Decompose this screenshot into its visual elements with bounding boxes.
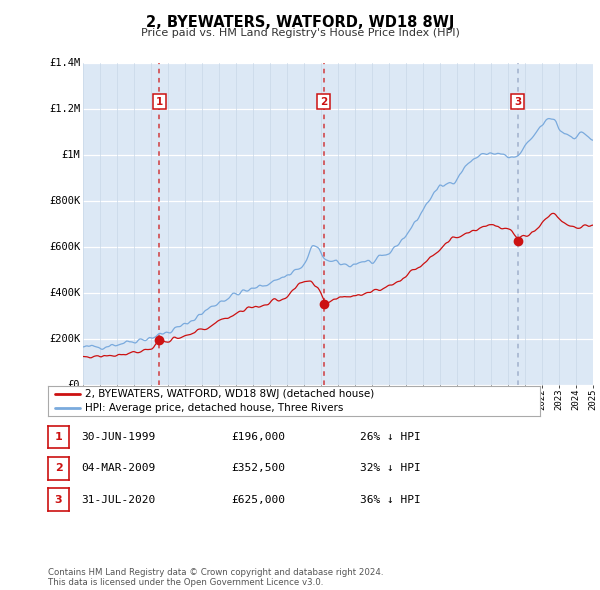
Text: 3: 3 (55, 494, 62, 504)
Text: £1M: £1M (62, 150, 80, 160)
Text: 26% ↓ HPI: 26% ↓ HPI (360, 432, 421, 442)
Text: £800K: £800K (49, 196, 80, 206)
Text: 2: 2 (55, 463, 62, 473)
Text: £625,000: £625,000 (231, 494, 285, 504)
Text: 2: 2 (320, 97, 328, 107)
Text: £200K: £200K (49, 334, 80, 344)
Text: 04-MAR-2009: 04-MAR-2009 (81, 463, 155, 473)
Text: 1: 1 (55, 432, 62, 442)
Text: £196,000: £196,000 (231, 432, 285, 442)
Text: £0: £0 (68, 380, 80, 389)
Text: 32% ↓ HPI: 32% ↓ HPI (360, 463, 421, 473)
Text: 2, BYEWATERS, WATFORD, WD18 8WJ (detached house): 2, BYEWATERS, WATFORD, WD18 8WJ (detache… (85, 389, 374, 399)
Text: HPI: Average price, detached house, Three Rivers: HPI: Average price, detached house, Thre… (85, 403, 343, 412)
Text: 3: 3 (514, 97, 521, 107)
Text: £1.2M: £1.2M (49, 104, 80, 114)
Text: 2, BYEWATERS, WATFORD, WD18 8WJ: 2, BYEWATERS, WATFORD, WD18 8WJ (146, 15, 454, 30)
Text: 36% ↓ HPI: 36% ↓ HPI (360, 494, 421, 504)
Text: 30-JUN-1999: 30-JUN-1999 (81, 432, 155, 442)
Text: £400K: £400K (49, 288, 80, 298)
Text: £352,500: £352,500 (231, 463, 285, 473)
Text: Contains HM Land Registry data © Crown copyright and database right 2024.
This d: Contains HM Land Registry data © Crown c… (48, 568, 383, 587)
Text: £600K: £600K (49, 242, 80, 252)
Text: Price paid vs. HM Land Registry's House Price Index (HPI): Price paid vs. HM Land Registry's House … (140, 28, 460, 38)
Text: 1: 1 (155, 97, 163, 107)
Text: 31-JUL-2020: 31-JUL-2020 (81, 494, 155, 504)
Text: £1.4M: £1.4M (49, 58, 80, 68)
